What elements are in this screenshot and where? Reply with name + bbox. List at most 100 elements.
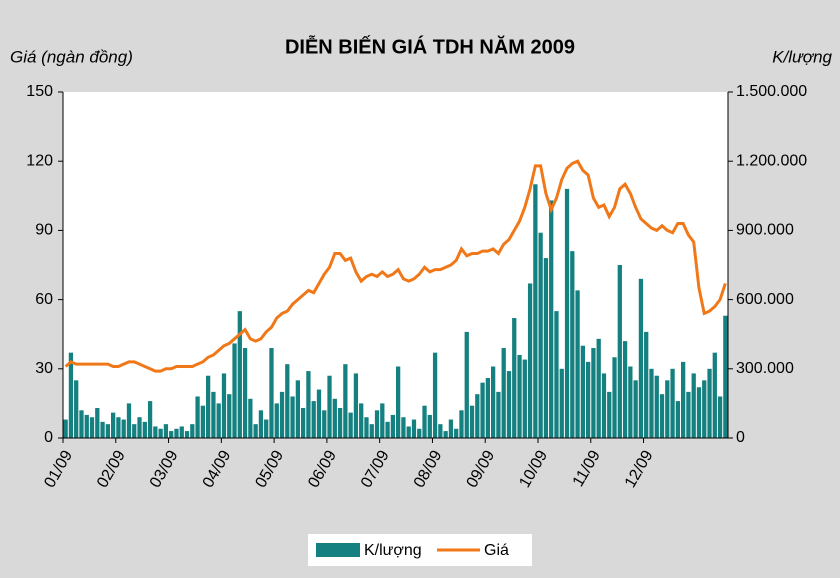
bar bbox=[570, 251, 575, 438]
bar bbox=[89, 417, 95, 438]
bar bbox=[696, 387, 702, 438]
y2-axis-label: K/lượng bbox=[772, 47, 832, 66]
bar bbox=[269, 348, 274, 438]
bar bbox=[527, 283, 533, 438]
bar bbox=[454, 428, 459, 438]
bar bbox=[385, 421, 390, 438]
bar bbox=[380, 403, 385, 438]
bar bbox=[475, 394, 480, 438]
bar bbox=[84, 414, 89, 438]
bar bbox=[712, 352, 717, 438]
bar bbox=[591, 348, 596, 438]
bar bbox=[95, 408, 100, 438]
chart-title: DIỄN BIẾN GIÁ TDH NĂM 2009 bbox=[285, 35, 575, 58]
bar bbox=[448, 419, 454, 438]
bar bbox=[401, 417, 406, 438]
bar bbox=[681, 361, 686, 438]
bar bbox=[464, 331, 469, 438]
bar bbox=[274, 403, 279, 438]
y-tick-label: 30 bbox=[35, 360, 53, 377]
y2-tick-label: 0 bbox=[736, 429, 745, 446]
bar bbox=[142, 421, 147, 438]
bar bbox=[501, 348, 506, 438]
bar bbox=[575, 290, 580, 438]
y-tick-label: 60 bbox=[35, 291, 53, 308]
bar bbox=[200, 405, 205, 438]
bar bbox=[153, 426, 158, 438]
bar bbox=[427, 414, 432, 438]
bar bbox=[184, 431, 190, 438]
bar bbox=[295, 380, 300, 438]
bar bbox=[538, 232, 543, 438]
bar bbox=[522, 359, 527, 438]
bar bbox=[216, 403, 221, 438]
bar bbox=[580, 345, 585, 438]
bar bbox=[158, 428, 163, 438]
bar bbox=[353, 373, 359, 438]
bar bbox=[723, 315, 728, 438]
bar bbox=[417, 428, 422, 438]
bar bbox=[554, 311, 559, 438]
legend-label: K/lượng bbox=[364, 542, 422, 559]
bar bbox=[279, 391, 285, 438]
bar bbox=[564, 188, 570, 438]
bar bbox=[559, 368, 564, 438]
bar bbox=[116, 417, 121, 438]
bar bbox=[126, 403, 132, 438]
bar bbox=[311, 401, 316, 438]
bar bbox=[301, 408, 306, 438]
bar bbox=[633, 380, 638, 438]
bar bbox=[533, 184, 538, 438]
y-tick-label: 90 bbox=[35, 222, 53, 239]
bar bbox=[517, 354, 522, 438]
plot-area bbox=[63, 92, 728, 438]
bar bbox=[628, 366, 633, 438]
bar bbox=[717, 396, 723, 438]
bar bbox=[702, 380, 707, 438]
bar bbox=[337, 408, 343, 438]
bar bbox=[206, 375, 211, 438]
bar bbox=[285, 364, 290, 438]
y-tick-label: 0 bbox=[44, 429, 53, 446]
bar bbox=[169, 431, 174, 438]
bar bbox=[506, 371, 512, 438]
bar bbox=[364, 417, 369, 438]
bar bbox=[607, 391, 612, 438]
bar bbox=[617, 265, 622, 438]
bar bbox=[369, 424, 374, 438]
bar bbox=[137, 417, 142, 438]
bar bbox=[586, 361, 591, 438]
bar bbox=[195, 396, 200, 438]
bar bbox=[242, 348, 248, 438]
bar bbox=[327, 375, 332, 438]
bar bbox=[179, 426, 184, 438]
y-axis-label: Giá (ngàn đồng) bbox=[10, 47, 133, 66]
bar bbox=[512, 318, 517, 438]
bar bbox=[190, 424, 195, 438]
y-tick-label: 150 bbox=[26, 83, 53, 100]
bar bbox=[649, 368, 654, 438]
bar bbox=[147, 401, 153, 438]
y2-tick-label: 900.000 bbox=[736, 222, 794, 239]
bar bbox=[100, 421, 105, 438]
bar bbox=[469, 405, 475, 438]
bar bbox=[221, 373, 227, 438]
bar bbox=[411, 419, 417, 438]
bar bbox=[227, 394, 232, 438]
bar bbox=[644, 331, 649, 438]
bar bbox=[485, 378, 490, 438]
bar bbox=[63, 419, 68, 438]
y2-tick-label: 300.000 bbox=[736, 360, 794, 377]
bar bbox=[670, 368, 675, 438]
bar bbox=[121, 419, 126, 438]
bar bbox=[258, 410, 264, 438]
bar bbox=[105, 424, 110, 438]
bar bbox=[332, 398, 337, 438]
bar bbox=[253, 424, 258, 438]
bar bbox=[248, 398, 253, 438]
price-line bbox=[64, 159, 727, 373]
legend-swatch bbox=[316, 543, 360, 557]
bar bbox=[422, 405, 427, 438]
bar bbox=[496, 391, 501, 438]
